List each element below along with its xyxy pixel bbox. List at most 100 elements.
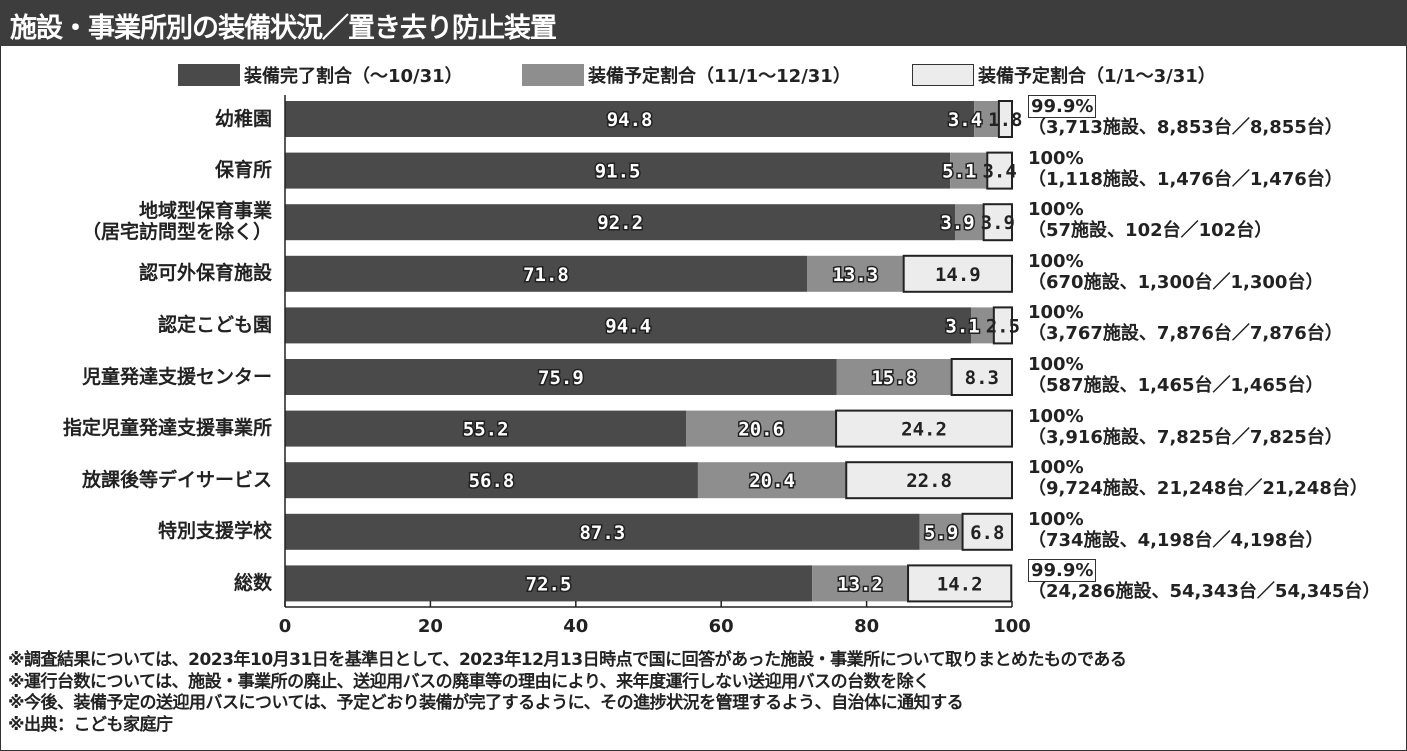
- bar-segment: [697, 462, 847, 499]
- x-tick-label: 80: [854, 616, 880, 637]
- value-label: 8.3: [965, 367, 999, 389]
- bar-segment: [285, 359, 837, 395]
- bar-segment: [285, 307, 972, 344]
- category-label-line: 保育所: [214, 159, 272, 182]
- bar-segment: [919, 513, 963, 550]
- bar-segment: [950, 358, 1013, 396]
- value-label: 24.2: [901, 419, 947, 441]
- value-label: 55.2: [463, 419, 509, 441]
- bar-segment: [285, 565, 813, 602]
- total-annotation: 100% （9,724施設、21,248台／21,248台）: [1028, 457, 1368, 499]
- note: ※調査結果については、2023年10月31日を基準日として、2023年12月13…: [8, 650, 1127, 670]
- x-tick-label: 40: [563, 616, 589, 637]
- total-percent: 100%: [1028, 457, 1084, 479]
- value-label: 72.5: [526, 573, 572, 595]
- total-detail: （9,724施設、21,248台／21,248台）: [1028, 478, 1368, 500]
- value-label: 5.1: [942, 161, 976, 183]
- legend-swatch: [522, 64, 584, 86]
- value-label: 91.5: [595, 161, 641, 183]
- value-label: 92.2: [597, 212, 643, 234]
- value-label: 3.9: [940, 212, 974, 234]
- bar-segment: [806, 255, 904, 292]
- category-label-line: 特別支援学校: [157, 520, 272, 543]
- category-label: 認定こども園: [158, 314, 272, 336]
- total-percent: 100%: [1028, 354, 1084, 375]
- category-label-line: 幼稚園: [214, 107, 272, 130]
- bar-segment: [285, 462, 698, 499]
- legend-item-planned-dec: 装備予定割合（11/1～12/31）: [522, 62, 851, 88]
- category-label: 指定児童発達支援事業所: [63, 418, 272, 439]
- total-annotation: 100% （734施設、4,198台／4,198台）: [1028, 509, 1323, 551]
- legend-item-completed: 装備完了割合（～10/31）: [178, 62, 463, 88]
- chart-title: 施設・事業所別の装備状況／置き去り防止装置: [10, 13, 557, 44]
- x-tick-label: 0: [278, 616, 292, 637]
- bar-segment: [902, 254, 1013, 293]
- total-annotation: 100% （670施設、1,300台／1,300台）: [1028, 251, 1323, 293]
- total-annotation: 100% （3,916施設、7,825台／7,825台）: [1028, 406, 1343, 448]
- total-percent: 100%: [1028, 250, 1084, 272]
- category-label: 保育所: [215, 160, 272, 181]
- total-annotation: 100% （1,118施設、1,476台／1,476台）: [1028, 148, 1343, 190]
- bar-segment: [285, 101, 975, 137]
- total-detail: （24,286施設、54,343台／54,345台）: [1028, 581, 1381, 603]
- note: ※出典：こども家庭庁: [8, 714, 173, 735]
- total-detail: （587施設、1,465台／1,465台）: [1028, 375, 1324, 396]
- legend-swatch: [912, 64, 974, 86]
- category-label: 認可外保育施設: [139, 263, 272, 284]
- total-detail: （3,713施設、8,853台／8,855台）: [1028, 117, 1343, 138]
- bar-segment: [812, 565, 909, 602]
- total-detail: （57施設、102台／102台）: [1028, 220, 1273, 242]
- total-detail: （670施設、1,300台／1,300台）: [1028, 271, 1324, 293]
- bar-segment: [835, 409, 1013, 448]
- legend-item-planned-mar: 装備予定割合（1/1～3/31）: [912, 62, 1216, 88]
- value-label: 3.1: [945, 315, 979, 337]
- total-detail: （3,916施設、7,825台／7,825台）: [1028, 426, 1343, 448]
- category-label: 特別支援学校: [158, 521, 272, 542]
- value-label: 5.9: [924, 522, 958, 544]
- total-detail: （734施設、4,198台／4,198台）: [1028, 529, 1324, 551]
- value-label: 94.8: [607, 109, 653, 131]
- value-label: 20.4: [749, 470, 795, 492]
- bar-segment: [285, 152, 951, 189]
- bar-segment: [285, 255, 807, 292]
- value-label: 15.8: [871, 367, 917, 389]
- total-percent: 100%: [1028, 405, 1084, 427]
- legend-swatch: [178, 64, 240, 86]
- total-annotation: 100% （3,767施設、7,876台／7,876台）: [1028, 302, 1343, 344]
- x-tick-label: 60: [708, 616, 734, 637]
- legend-label: 装備予定割合（11/1～12/31）: [588, 66, 851, 87]
- bar-segment: [961, 512, 1014, 551]
- legend-label: 装備完了割合（～10/31）: [244, 66, 463, 87]
- value-label: 6.8: [970, 522, 1004, 544]
- category-label-line: 認可外保育施設: [138, 262, 272, 285]
- value-label: 13.3: [832, 264, 878, 286]
- x-tick-label: 20: [417, 616, 443, 637]
- category-label: 幼稚園: [214, 107, 272, 130]
- category-label: 地域型保育事業 （居宅訪問型を除く）: [82, 201, 272, 243]
- value-label: 13.2: [837, 573, 883, 595]
- total-annotation: 100% （587施設、1,465台／1,465台）: [1028, 354, 1323, 396]
- total-annotation: 99.9% （3,713施設、8,853台／8,855台）: [1028, 95, 1343, 138]
- category-label-line: 指定児童発達支援事業所: [62, 417, 272, 440]
- category-label: 総数: [233, 571, 272, 594]
- value-label: 3.9: [981, 212, 1015, 234]
- total-percent: 100%: [1028, 147, 1084, 169]
- total-percent: 99.9%: [1028, 95, 1097, 118]
- category-label-line: 総数: [233, 571, 272, 594]
- note: ※運行台数については、施設・事業所の廃止、送迎用バスの廃車等の理由により、来年度…: [8, 671, 930, 692]
- bar-segment: [971, 307, 994, 344]
- category-label-line: （居宅訪問型を除く）: [81, 221, 272, 244]
- total-detail: （1,118施設、1,476台／1,476台）: [1028, 168, 1343, 190]
- value-label: 14.2: [937, 573, 983, 595]
- bar-segment: [974, 101, 999, 137]
- title-bar: 施設・事業所別の装備状況／置き去り防止装置: [0, 0, 1407, 46]
- value-label: 14.9: [935, 264, 981, 286]
- bar-segment: [986, 151, 1013, 190]
- total-percent: 100%: [1028, 302, 1084, 324]
- value-label: 2.5: [986, 315, 1020, 337]
- bar-segment: [982, 203, 1013, 242]
- bar-segment: [285, 513, 920, 550]
- bar-segment: [907, 564, 1013, 603]
- total-percent: 99.9%: [1028, 559, 1097, 583]
